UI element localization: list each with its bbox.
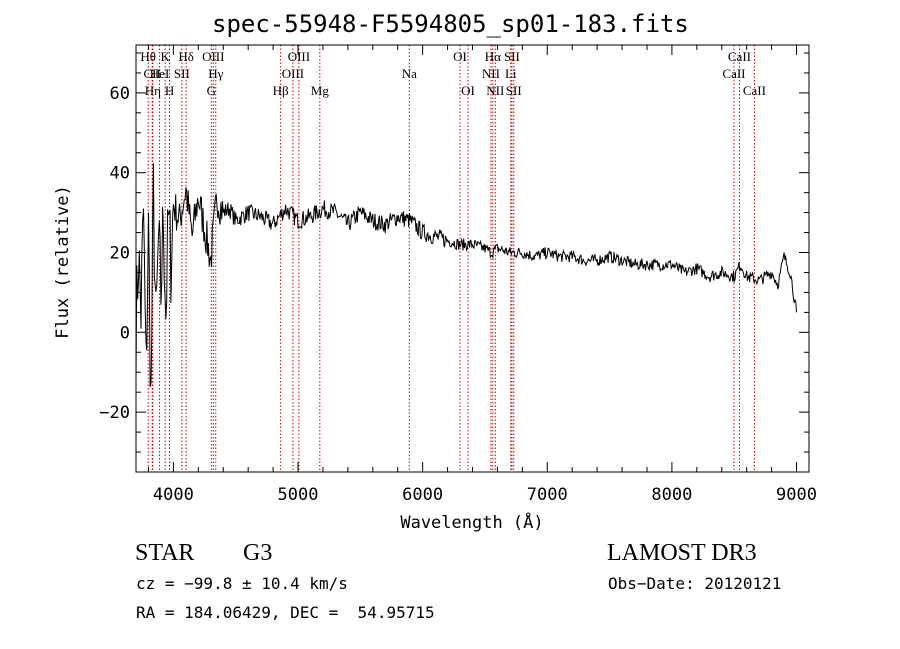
line-label-2: Hη xyxy=(145,83,161,98)
x-tick-label: 9000 xyxy=(776,485,817,505)
y-tick-label: 40 xyxy=(110,164,130,184)
emission-line-markers xyxy=(147,45,755,472)
plot-frame xyxy=(135,44,810,473)
line-label-10: G xyxy=(207,83,216,98)
x-tick-label: 6000 xyxy=(402,485,443,505)
x-tick-label: 4000 xyxy=(153,485,194,505)
coordinates: RA = 184.06429, DEC = 54.95715 xyxy=(136,603,435,622)
line-label-26: CaII xyxy=(743,83,766,98)
y-tick-label: 20 xyxy=(110,244,130,264)
line-label-9: Hγ xyxy=(208,66,223,81)
line-label-12: OIII xyxy=(282,66,304,81)
line-label-11: Hβ xyxy=(273,83,289,98)
x-tick-label: 5000 xyxy=(278,485,319,505)
line-label-17: OI xyxy=(461,83,475,98)
line-label-13: OIII xyxy=(288,49,310,64)
line-label-22: SII xyxy=(504,49,520,64)
line-label-23: SII xyxy=(506,83,522,98)
line-label-3: HeI xyxy=(150,66,170,81)
object-subclass: G3 xyxy=(243,540,273,566)
line-label-8: OIII xyxy=(202,49,224,64)
line-label-6: SII xyxy=(174,66,190,81)
y-axis-label: Flux (relative) xyxy=(53,185,73,339)
survey-name: LAMOST DR3 xyxy=(607,540,757,566)
flux-series-line xyxy=(135,163,797,388)
line-label-20: NII xyxy=(486,83,504,98)
line-label-25: CaII xyxy=(728,49,751,64)
line-label-0: Hθ xyxy=(140,49,156,64)
line-label-1: CII xyxy=(144,66,161,81)
line-label-21: Li xyxy=(505,66,517,81)
y-tick-label: −20 xyxy=(99,403,130,423)
x-tick-label: 8000 xyxy=(651,485,692,505)
line-label-7: Hδ xyxy=(178,49,194,64)
line-label-4: K xyxy=(160,49,170,64)
object-class: STAR xyxy=(135,540,195,566)
y-tick-label: 0 xyxy=(120,323,130,343)
redshift-velocity: cz = −99.8 ± 10.4 km/s xyxy=(136,574,348,593)
axis-ticks: 4000 5000 6000 7000 8000 9000 −20 0 20 40 60 xyxy=(99,45,817,505)
line-label-18: NII xyxy=(482,66,500,81)
y-tick-label: 60 xyxy=(110,84,130,104)
x-axis-label: Wavelength (Å) xyxy=(400,511,543,533)
line-label-16: OI xyxy=(453,49,467,64)
x-tick-label: 7000 xyxy=(527,485,568,505)
line-label-14: Mg xyxy=(311,83,330,98)
chart-title: spec-55948-F5594805_sp01-183.fits xyxy=(212,10,689,38)
line-label-24: CaII xyxy=(722,66,745,81)
line-label-15: Na xyxy=(402,66,417,81)
line-label-5: H xyxy=(165,83,174,98)
line-label-19: Hα xyxy=(485,49,501,64)
observation-date: Obs−Date: 20120121 xyxy=(608,574,782,593)
